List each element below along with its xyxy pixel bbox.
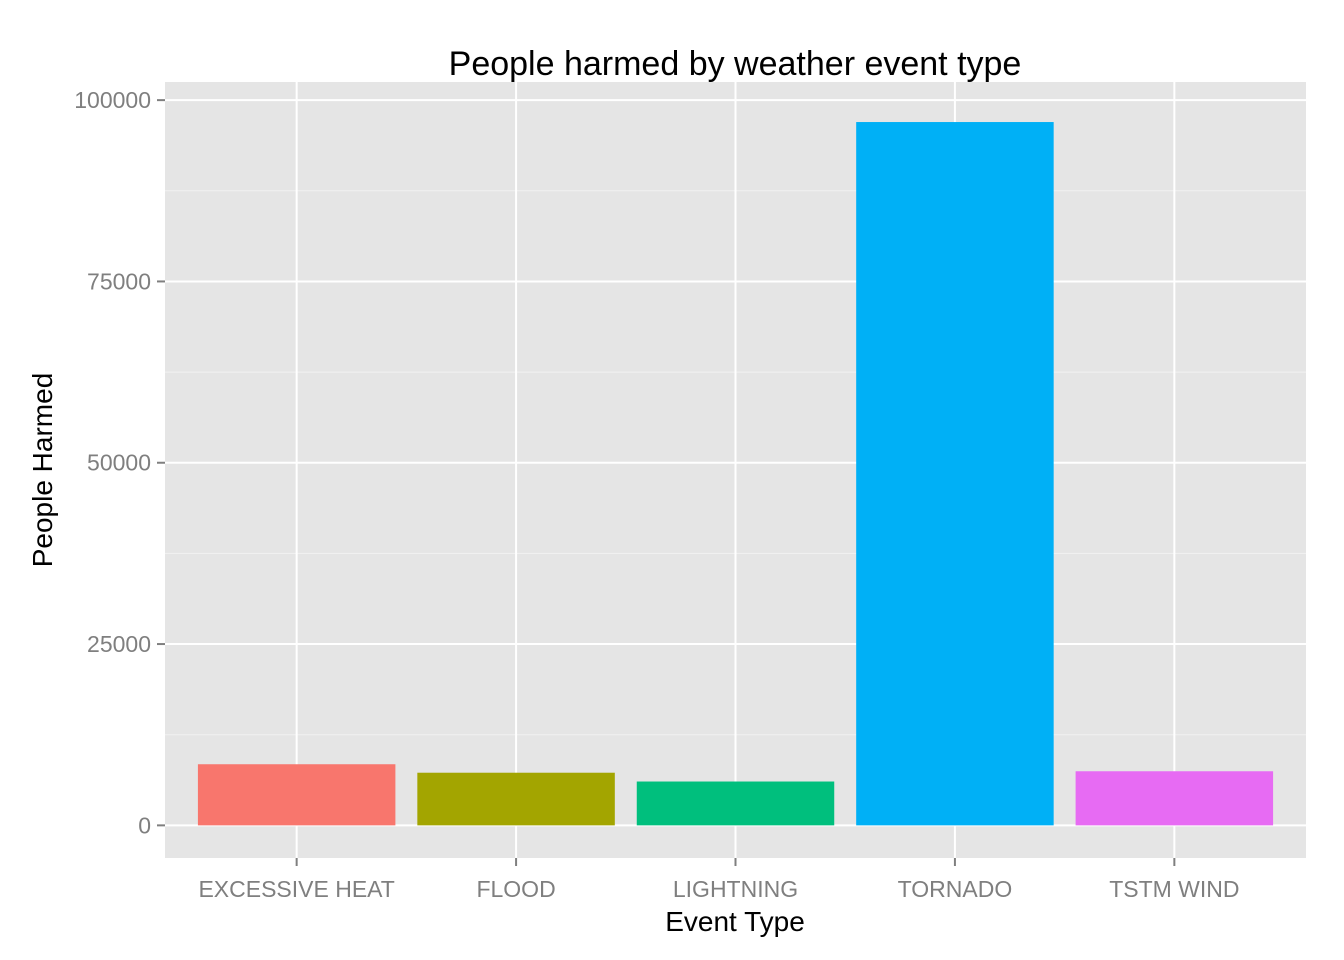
- x-tick-label: LIGHTNING: [673, 876, 798, 902]
- y-tick-label: 25000: [87, 631, 151, 657]
- major-gridlines: [165, 82, 1306, 858]
- bar-tstm-wind: [1075, 771, 1274, 826]
- y-tick-label: 0: [138, 812, 151, 838]
- y-tick-label: 50000: [87, 450, 151, 476]
- y-axis: 0 25000 50000 75000 100000: [74, 87, 165, 838]
- bar-tornado: [856, 122, 1054, 826]
- bars: [197, 122, 1274, 826]
- x-axis: EXCESSIVE HEAT FLOOD LIGHTNING TORNADO TSTM …: [198, 858, 1240, 902]
- bar-lightning: [636, 781, 835, 826]
- y-tick-label: 100000: [74, 87, 151, 113]
- y-axis-title: People Harmed: [27, 373, 58, 568]
- y-tick-label: 75000: [87, 268, 151, 294]
- x-axis-title: Event Type: [665, 906, 805, 937]
- bar-flood: [417, 772, 615, 826]
- bar-excessive-heat: [197, 764, 396, 826]
- x-tick-label: TSTM WIND: [1109, 876, 1239, 902]
- x-tick-label: EXCESSIVE HEAT: [198, 876, 394, 902]
- chart-title: People harmed by weather event type: [449, 45, 1022, 83]
- x-tick-label: TORNADO: [898, 876, 1013, 902]
- x-tick-label: FLOOD: [476, 876, 555, 902]
